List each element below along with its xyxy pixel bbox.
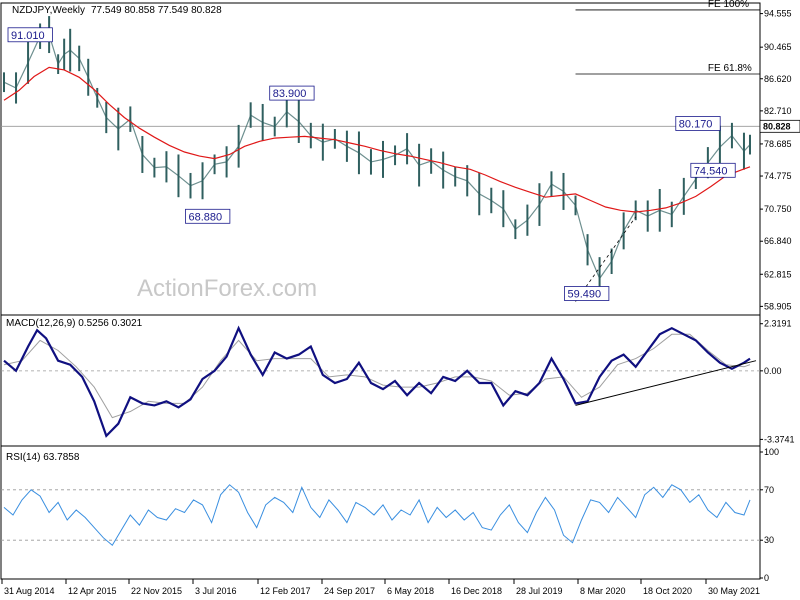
- macd-y-tick-label: 0.00: [764, 366, 782, 376]
- rsi-y-tick-label: 0: [764, 573, 769, 583]
- macd-y-tick-label: -3.3741: [764, 434, 795, 444]
- price-y-tick-label: 70.750: [764, 204, 792, 214]
- macd-line: [3, 325, 751, 438]
- price-annotation-box-3: [564, 286, 610, 301]
- chart-title: NZDJPY,Weekly 77.549 80.858 77.549 80.828: [12, 5, 222, 16]
- price-annotation-box-0: [7, 27, 53, 43]
- rsi-title: RSI(14) 63.7858: [6, 452, 80, 463]
- price-annotation-5: 74.540: [694, 165, 728, 177]
- price-annotation-3: 59.490: [567, 289, 601, 301]
- macd-title: MACD(12,26,9) 0.5256 0.3021: [6, 318, 143, 329]
- x-tick-label: 24 Sep 2017: [324, 586, 375, 596]
- price-layer: 91.010 83.900 68.880 59.490 80.170 74.540 FE 1…: [1, 0, 760, 302]
- macd-y-tick-label: 2.3191: [764, 319, 792, 329]
- price-annotation-2: 68.880: [188, 211, 222, 223]
- x-tick-label: 30 May 2021: [708, 586, 760, 596]
- price-annotation-0: 91.010: [11, 30, 45, 42]
- price-annotation-1: 83.900: [273, 88, 307, 100]
- price-y-tick-label: 90.465: [764, 42, 792, 52]
- price-y-tick-label: 82.710: [764, 106, 792, 116]
- price-annotation-box-2: [185, 208, 231, 224]
- price-y-tick-label: 94.555: [764, 9, 792, 19]
- rsi-panel-frame: [0, 445, 761, 580]
- current-price-box: [759, 119, 800, 133]
- x-tick-label: 28 Jul 2019: [516, 586, 563, 596]
- x-tick-label: 12 Apr 2015: [68, 586, 117, 596]
- x-tick-label: 3 Jul 2016: [195, 586, 237, 596]
- x-tick-label: 31 Aug 2014: [4, 586, 55, 596]
- rsi-y-tick-label: 100: [764, 447, 779, 457]
- macd-signal-line: [3, 333, 751, 419]
- watermark: ActionForex.com: [137, 275, 317, 302]
- price-annotation-box-5: [690, 162, 736, 178]
- macd-trendline: [575, 360, 757, 406]
- x-tick-label: 6 May 2018: [387, 586, 434, 596]
- price-annotation-6: FE 100%: [708, 0, 749, 10]
- x-tick-label: 22 Nov 2015: [131, 586, 182, 596]
- price-annotation-4: 80.170: [679, 118, 713, 130]
- price-y-tick-label: 66.840: [764, 236, 792, 246]
- rsi-y-tick-label: 30: [764, 535, 774, 545]
- macd-layer: [1, 325, 760, 438]
- x-tick-label: 18 Oct 2020: [643, 586, 692, 596]
- price-y-tick-label: 86.620: [764, 74, 792, 84]
- price-panel-frame: [0, 2, 761, 316]
- price-annotation-7: FE 61.8%: [708, 63, 752, 74]
- price-annotation-box-4: [675, 116, 721, 131]
- rsi-layer: [1, 484, 760, 546]
- x-tick-label: 8 Mar 2020: [580, 586, 626, 596]
- price-y-tick-label: 78.685: [764, 139, 792, 149]
- rsi-line: [3, 484, 751, 546]
- rsi-y-tick-label: 70: [764, 485, 774, 495]
- price-trendline: [575, 216, 637, 302]
- axis-layer: 94.555 90.465 86.620 82.710 78.685 74.775 70.7…: [1, 9, 800, 596]
- moving-average-line: [3, 66, 751, 213]
- price-annotation-box-1: [269, 85, 315, 101]
- price-y-tick-label: 62.815: [764, 269, 792, 279]
- price-y-tick-label: 58.905: [764, 301, 792, 311]
- price-series-line: [3, 33, 751, 280]
- x-tick-label: 12 Feb 2017: [260, 586, 311, 596]
- price-y-tick-label: 74.775: [764, 171, 792, 181]
- x-tick-label: 16 Dec 2018: [451, 586, 502, 596]
- current-price-label: 80.828: [763, 121, 791, 131]
